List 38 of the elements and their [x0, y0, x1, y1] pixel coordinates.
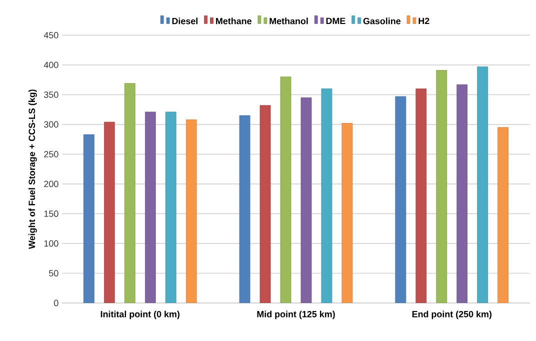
bar [280, 76, 292, 303]
bar [395, 96, 406, 303]
bar [104, 122, 115, 303]
bar [300, 97, 312, 303]
bar [342, 122, 353, 303]
x-tick-label: End point (250 km) [412, 310, 492, 320]
bar [186, 119, 197, 303]
y-tick-label: 400 [44, 62, 58, 68]
y-tick-label: 50 [49, 270, 58, 276]
y-tick-label: 200 [44, 180, 58, 188]
y-tick-label: 100 [44, 240, 58, 247]
bar [321, 88, 332, 303]
y-tick-label: 150 [44, 210, 58, 217]
bar [477, 66, 488, 303]
legend-label: DME [326, 18, 346, 24]
y-tick-label: 0 [54, 300, 58, 306]
y-axis-title: Weight of Fuel Storage + CCS-LS (kg) [28, 90, 37, 249]
y-tick-label: 450 [44, 32, 58, 38]
y-tick-label: 350 [44, 91, 58, 98]
y-tick-label: 250 [44, 150, 58, 158]
bar [124, 83, 136, 303]
bar [165, 112, 176, 303]
bar [144, 112, 156, 303]
legend-label: Gasoline [363, 18, 401, 24]
y-tick-label: 300 [44, 121, 58, 128]
x-tick-label: Initital point (0 km) [100, 310, 180, 320]
bar [416, 88, 427, 303]
bar [239, 115, 250, 303]
legend-label: H2 [418, 18, 430, 24]
legend-label: Methane [216, 18, 252, 24]
bar [260, 105, 271, 303]
x-tick-label: Mid point (125 km) [257, 310, 335, 320]
bar [456, 84, 468, 303]
bar [498, 127, 509, 303]
bar [83, 134, 94, 303]
legend-label: Methanol [270, 18, 308, 24]
bar [436, 70, 448, 303]
legend-label: Diesel [172, 18, 198, 24]
